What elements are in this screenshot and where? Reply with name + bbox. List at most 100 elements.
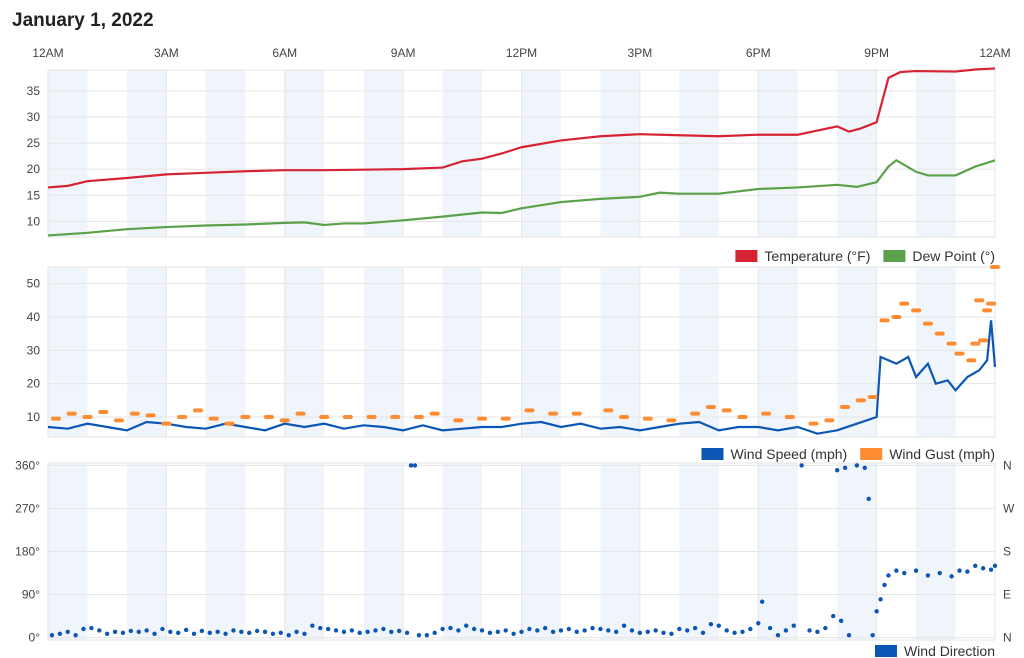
direction-point	[223, 631, 228, 636]
direction-point	[199, 628, 205, 634]
gust-point	[500, 416, 511, 421]
hour-band	[363, 70, 404, 237]
direction-point	[669, 631, 674, 636]
direction-point	[49, 633, 55, 638]
direction-point	[286, 633, 291, 638]
gust-point	[279, 418, 290, 423]
direction-point	[957, 568, 962, 573]
direction-point	[724, 628, 729, 633]
direction-point	[882, 582, 887, 588]
direction-point	[637, 630, 643, 636]
gust-point	[867, 395, 878, 399]
y-right-tick-label: N	[1003, 631, 1012, 645]
gust-point	[524, 408, 535, 413]
direction-point	[278, 630, 284, 636]
direction-point	[621, 623, 627, 628]
y-tick-label: 270°	[15, 501, 40, 515]
gust-point	[721, 408, 732, 413]
x-tick-label: 3PM	[628, 46, 653, 60]
direction-point	[247, 630, 252, 636]
direction-point	[471, 626, 477, 632]
hour-band	[442, 267, 483, 437]
direction-point	[207, 630, 212, 636]
x-tick-label: 9AM	[391, 46, 416, 60]
direction-point	[590, 625, 595, 631]
gust-point	[390, 415, 401, 419]
gust-point	[192, 408, 203, 413]
direction-point	[65, 629, 70, 635]
direction-point	[732, 630, 737, 636]
direction-point	[949, 574, 954, 579]
y-tick-label: 35	[27, 84, 41, 98]
direction-point	[831, 613, 836, 619]
direction-point	[239, 629, 244, 635]
gust-point	[477, 416, 488, 421]
gust-point	[966, 358, 977, 363]
hour-band	[837, 267, 877, 437]
hour-band	[126, 70, 167, 237]
hour-band	[837, 70, 877, 237]
direction-point	[128, 628, 134, 634]
direction-point	[937, 570, 942, 576]
direction-point	[980, 566, 986, 571]
direction-point	[862, 465, 867, 470]
legend-swatch	[860, 448, 883, 460]
direction-point	[708, 622, 714, 627]
direction-point	[416, 633, 422, 638]
gust-point	[342, 415, 353, 419]
y-right-tick-label: E	[1003, 588, 1011, 602]
direction-point	[373, 628, 378, 633]
chart-panel-1: 10 15 20 25 30 35 Dew Point (°) Temperature (°F…	[27, 67, 996, 264]
direction-point	[700, 630, 706, 636]
gust-point	[990, 265, 1000, 269]
y-tick-label: 15	[27, 188, 41, 202]
gust-point	[737, 415, 748, 419]
x-tick-label: 9PM	[864, 46, 889, 60]
direction-point	[231, 628, 236, 633]
legend-swatch	[883, 250, 906, 262]
gust-point	[840, 405, 851, 409]
direction-point	[144, 628, 149, 633]
direction-point	[412, 463, 418, 468]
direction-point	[574, 629, 579, 635]
y-right-tick-label: S	[1003, 545, 1011, 559]
hour-band	[442, 70, 483, 237]
y-tick-label: 20	[27, 162, 41, 176]
direction-point	[302, 631, 307, 636]
direction-point	[404, 630, 410, 636]
y-tick-label: 30	[27, 110, 41, 124]
y-tick-label: 40	[27, 310, 41, 324]
direction-point	[759, 599, 765, 604]
direction-point	[542, 625, 548, 631]
direction-point	[325, 626, 331, 632]
direction-point	[799, 463, 804, 468]
direction-point	[653, 628, 658, 633]
hour-band	[679, 70, 719, 237]
direction-point	[894, 568, 899, 573]
gust-point	[978, 338, 989, 343]
direction-point	[381, 626, 386, 632]
direction-point	[349, 628, 355, 633]
direction-point	[310, 623, 315, 628]
gust-point	[705, 405, 716, 409]
direction-point	[104, 631, 110, 636]
direction-point	[716, 623, 721, 628]
direction-point	[408, 463, 414, 468]
hour-band	[48, 267, 88, 437]
direction-point	[582, 628, 587, 633]
direction-point	[566, 626, 572, 632]
gust-point	[208, 416, 219, 421]
direction-point	[168, 629, 173, 635]
direction-point	[270, 631, 276, 636]
direction-point	[925, 573, 931, 578]
y-tick-label: 90°	[22, 588, 40, 602]
gust-point	[824, 418, 835, 423]
page-title: January 1, 2022	[12, 10, 154, 31]
hour-band	[758, 267, 798, 437]
y-tick-label: 30	[27, 343, 41, 357]
direction-point	[389, 629, 394, 635]
hour-band	[758, 70, 798, 237]
series-line-dew	[47, 158, 996, 237]
hour-band	[205, 267, 246, 437]
gust-point	[761, 411, 772, 416]
